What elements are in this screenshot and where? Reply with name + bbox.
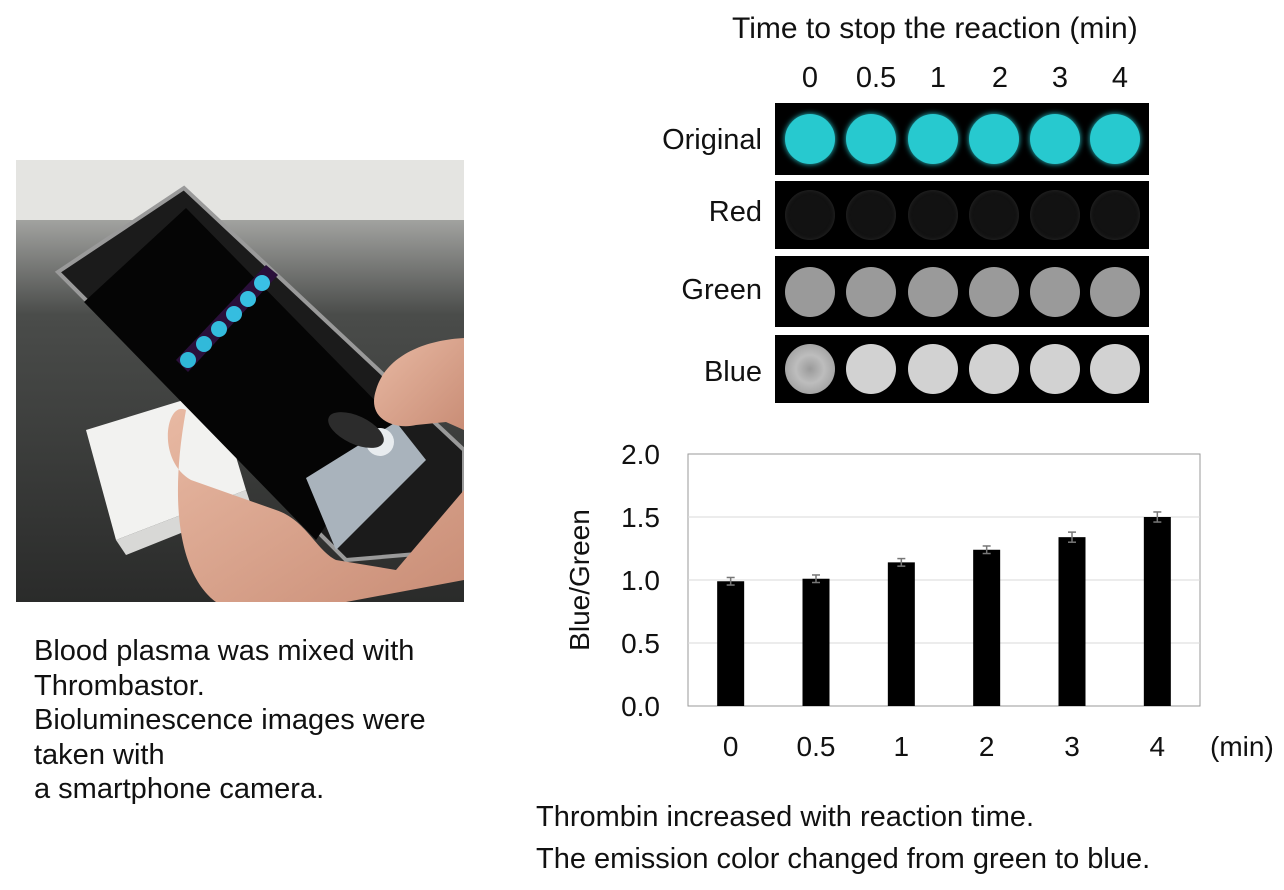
well bbox=[846, 266, 896, 317]
well bbox=[969, 344, 1019, 394]
y-tick-label: 1.0 bbox=[621, 565, 660, 596]
well bbox=[1030, 266, 1080, 317]
well bbox=[846, 190, 896, 240]
time-label: 0.5 bbox=[855, 62, 897, 94]
well bbox=[1030, 344, 1080, 394]
caption-line: taken with bbox=[34, 738, 165, 771]
well bbox=[785, 114, 835, 164]
bar bbox=[802, 578, 830, 706]
time-label: 1 bbox=[929, 62, 947, 94]
row-label-blue: Blue bbox=[703, 356, 762, 388]
well bbox=[1090, 114, 1140, 164]
well bbox=[969, 266, 1019, 317]
y-axis-label: Blue/Green bbox=[564, 509, 595, 651]
bar bbox=[1143, 517, 1171, 706]
x-tick-label: 0.5 bbox=[797, 731, 836, 762]
x-tick-label: 4 bbox=[1150, 731, 1166, 762]
y-tick-label: 0.5 bbox=[621, 628, 660, 659]
well bbox=[908, 266, 958, 317]
well-strip-blue bbox=[775, 335, 1149, 403]
caption-line: The emission color changed from green to… bbox=[536, 843, 1151, 875]
well bbox=[1090, 344, 1140, 394]
well bbox=[785, 344, 835, 394]
bar bbox=[887, 562, 915, 706]
well bbox=[969, 190, 1019, 240]
caption-line: Blood plasma was mixed with bbox=[34, 635, 415, 667]
well bbox=[1030, 190, 1080, 240]
left-caption: Blood plasma was mixed with Thrombastor.… bbox=[34, 634, 504, 807]
x-tick-label: 3 bbox=[1064, 731, 1080, 762]
well bbox=[1090, 266, 1140, 317]
smartphone-photo bbox=[16, 160, 466, 602]
x-tick-label: 0 bbox=[723, 731, 739, 762]
well bbox=[908, 114, 958, 164]
y-tick-label: 1.5 bbox=[621, 502, 660, 533]
well bbox=[785, 266, 835, 317]
y-tick-label: 0.0 bbox=[621, 691, 660, 722]
bottom-caption: Thrombin increased with reaction time. T… bbox=[536, 796, 1150, 880]
well bbox=[1030, 114, 1080, 164]
row-label-green: Green bbox=[681, 274, 762, 306]
bar bbox=[717, 581, 745, 706]
well bbox=[969, 114, 1019, 164]
well bbox=[908, 344, 958, 394]
row-label-red: Red bbox=[708, 196, 762, 228]
time-label: 0 bbox=[801, 62, 819, 94]
x-tick-label: 2 bbox=[979, 731, 995, 762]
bar-chart: 0.0 0.5 1.0 1.5 2.0 Blue/Green 0 0.5 1 2 3 4 (min) bbox=[564, 439, 1274, 762]
well bbox=[846, 114, 896, 164]
time-label: 4 bbox=[1111, 62, 1129, 94]
time-label: 2 bbox=[991, 62, 1009, 94]
well bbox=[908, 190, 958, 240]
x-axis-label: (min) bbox=[1210, 731, 1274, 762]
caption-line: Thrombin increased with reaction time. bbox=[536, 801, 1035, 833]
caption-line: Thrombastor. bbox=[34, 669, 205, 702]
bar bbox=[973, 549, 1001, 706]
caption-line: a smartphone camera. bbox=[34, 773, 325, 805]
caption-line: Bioluminescence images were bbox=[34, 704, 426, 736]
x-tick-label: 1 bbox=[894, 731, 910, 762]
y-tick-label: 2.0 bbox=[621, 439, 660, 470]
time-label: 3 bbox=[1051, 62, 1069, 94]
well bbox=[1090, 190, 1140, 240]
row-label-original: Original bbox=[662, 124, 762, 156]
well-strip-original bbox=[775, 103, 1149, 175]
well bbox=[846, 344, 896, 394]
panel-title: Time to stop the reaction (min) bbox=[732, 12, 1138, 45]
bar bbox=[1058, 537, 1086, 706]
well-strip-red bbox=[775, 181, 1149, 249]
well bbox=[785, 190, 835, 240]
well-strip-green bbox=[775, 256, 1149, 327]
